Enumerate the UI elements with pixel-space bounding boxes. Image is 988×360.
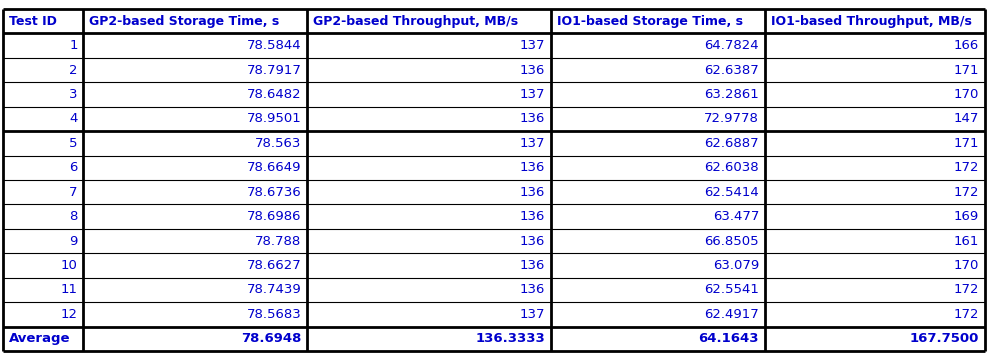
Text: 7: 7 (69, 186, 78, 199)
Text: 72.9778: 72.9778 (704, 112, 759, 125)
Text: 62.6387: 62.6387 (704, 64, 759, 77)
Text: 171: 171 (953, 64, 979, 77)
Text: 78.6627: 78.6627 (247, 259, 301, 272)
Text: Average: Average (9, 332, 70, 345)
Text: 136: 136 (520, 259, 545, 272)
Text: 63.079: 63.079 (713, 259, 759, 272)
Text: 169: 169 (953, 210, 979, 223)
Text: 136: 136 (520, 210, 545, 223)
Text: 136: 136 (520, 186, 545, 199)
Text: GP2-based Storage Time, s: GP2-based Storage Time, s (90, 15, 280, 28)
Text: 78.6649: 78.6649 (247, 161, 301, 174)
Text: 78.9501: 78.9501 (247, 112, 301, 125)
Text: 9: 9 (69, 235, 78, 248)
Text: 8: 8 (69, 210, 78, 223)
Text: 64.7824: 64.7824 (704, 39, 759, 52)
Text: 136: 136 (520, 161, 545, 174)
Text: 78.7917: 78.7917 (247, 64, 301, 77)
Text: 137: 137 (520, 137, 545, 150)
Text: 62.4917: 62.4917 (704, 308, 759, 321)
Text: 10: 10 (60, 259, 78, 272)
Text: 172: 172 (953, 283, 979, 296)
Text: 137: 137 (520, 308, 545, 321)
Text: 78.788: 78.788 (255, 235, 301, 248)
Text: 170: 170 (953, 88, 979, 101)
Text: 136: 136 (520, 64, 545, 77)
Text: 3: 3 (69, 88, 78, 101)
Text: 136: 136 (520, 283, 545, 296)
Text: 78.6482: 78.6482 (247, 88, 301, 101)
Text: IO1-based Throughput, MB/s: IO1-based Throughput, MB/s (771, 15, 972, 28)
Text: 170: 170 (953, 259, 979, 272)
Text: 62.6887: 62.6887 (704, 137, 759, 150)
Text: 172: 172 (953, 186, 979, 199)
Text: 78.6736: 78.6736 (247, 186, 301, 199)
Text: 62.5541: 62.5541 (704, 283, 759, 296)
Text: 172: 172 (953, 308, 979, 321)
Text: 6: 6 (69, 161, 78, 174)
Text: 137: 137 (520, 88, 545, 101)
Text: 66.8505: 66.8505 (704, 235, 759, 248)
Text: 171: 171 (953, 137, 979, 150)
Text: 1: 1 (69, 39, 78, 52)
Text: 63.477: 63.477 (712, 210, 759, 223)
Text: IO1-based Storage Time, s: IO1-based Storage Time, s (557, 15, 743, 28)
Text: 64.1643: 64.1643 (699, 332, 759, 345)
Text: 78.6986: 78.6986 (247, 210, 301, 223)
Text: 136.3333: 136.3333 (475, 332, 545, 345)
Text: 78.7439: 78.7439 (247, 283, 301, 296)
Text: 78.5844: 78.5844 (247, 39, 301, 52)
Text: Test ID: Test ID (9, 15, 56, 28)
Text: 62.6038: 62.6038 (704, 161, 759, 174)
Text: 5: 5 (69, 137, 78, 150)
Text: 63.2861: 63.2861 (704, 88, 759, 101)
Text: 136: 136 (520, 235, 545, 248)
Text: 62.5414: 62.5414 (704, 186, 759, 199)
Text: 11: 11 (60, 283, 78, 296)
Text: 4: 4 (69, 112, 78, 125)
Text: 78.6948: 78.6948 (241, 332, 301, 345)
Text: GP2-based Throughput, MB/s: GP2-based Throughput, MB/s (313, 15, 519, 28)
Text: 166: 166 (953, 39, 979, 52)
Text: 78.5683: 78.5683 (247, 308, 301, 321)
Text: 78.563: 78.563 (255, 137, 301, 150)
Text: 167.7500: 167.7500 (910, 332, 979, 345)
Text: 2: 2 (69, 64, 78, 77)
Text: 12: 12 (60, 308, 78, 321)
Text: 147: 147 (953, 112, 979, 125)
Text: 136: 136 (520, 112, 545, 125)
Text: 172: 172 (953, 161, 979, 174)
Text: 161: 161 (953, 235, 979, 248)
Text: 137: 137 (520, 39, 545, 52)
